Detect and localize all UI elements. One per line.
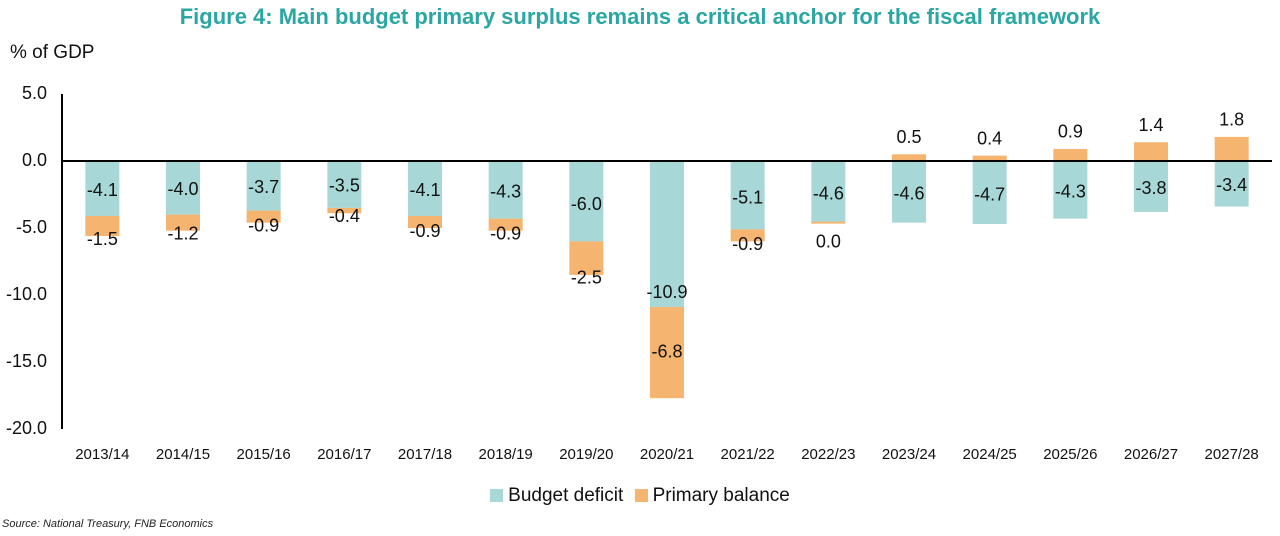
legend-swatch-primary-balance: [634, 489, 648, 502]
legend-item-primary-balance: Primary balance: [634, 485, 790, 507]
data-label-primary-balance: -0.4: [329, 206, 360, 226]
data-label-primary-balance: -2.5: [571, 268, 602, 288]
data-label-budget-deficit: -5.1: [732, 187, 763, 207]
x-tick-label: 2027/28: [1205, 446, 1259, 463]
bar-budget-deficit: [650, 161, 684, 308]
y-tick-label: -10.0: [6, 284, 47, 304]
data-label-primary-balance: -0.9: [732, 234, 763, 254]
data-label-primary-balance: -1.5: [87, 229, 118, 249]
x-tick-label: 2022/23: [801, 446, 855, 463]
bar-primary-balance: [972, 155, 1007, 161]
data-label-primary-balance: -1.2: [167, 223, 198, 243]
data-label-primary-balance: 0.5: [896, 127, 921, 147]
x-tick-label: 2020/21: [640, 446, 694, 463]
bar-primary-balance: [730, 229, 765, 242]
data-label-budget-deficit: -3.8: [1135, 178, 1166, 198]
data-label-budget-deficit: -4.3: [1055, 181, 1086, 201]
x-tick-label: 2023/24: [882, 446, 936, 463]
legend-swatch-budget-deficit: [490, 489, 504, 502]
legend-label-budget-deficit: Budget deficit: [508, 485, 624, 506]
data-label-primary-balance: -0.9: [409, 221, 440, 241]
bar-primary-balance: [246, 210, 281, 223]
bar-budget-deficit: [408, 161, 442, 216]
y-axis-unit-label: % of GDP: [10, 42, 95, 63]
bar-budget-deficit: [1053, 161, 1088, 219]
x-tick-label: 2018/19: [479, 446, 533, 463]
bar-primary-balance: [650, 307, 684, 399]
bar-budget-deficit: [85, 161, 120, 216]
bar-budget-deficit: [811, 161, 846, 223]
data-label-primary-balance: 1.8: [1219, 110, 1244, 130]
bar-primary-balance: [1134, 142, 1168, 161]
y-tick-label: -5.0: [16, 217, 47, 237]
x-tick-label: 2014/15: [156, 446, 210, 463]
x-tick-label: 2019/20: [559, 446, 613, 463]
legend-label-primary-balance: Primary balance: [652, 485, 790, 506]
data-label-budget-deficit: -4.3: [490, 181, 521, 201]
bar-budget-deficit: [246, 161, 281, 211]
data-label-budget-deficit: -4.0: [167, 179, 198, 199]
data-label-budget-deficit: -6.0: [571, 194, 602, 214]
legend-item-budget-deficit: Budget deficit: [490, 485, 623, 507]
legend: Budget deficit Primary balance: [0, 485, 1280, 507]
y-tick-label: 5.0: [22, 83, 47, 103]
x-tick-label: 2015/16: [237, 446, 291, 463]
data-label-primary-balance: 0.0: [816, 231, 841, 251]
data-label-budget-deficit: -3.5: [329, 176, 360, 196]
data-label-primary-balance: 0.4: [977, 128, 1002, 148]
x-tick-label: 2017/18: [398, 446, 452, 463]
data-label-budget-deficit: -4.7: [974, 184, 1005, 204]
bar-primary-balance: [408, 215, 442, 228]
x-tick-label: 2021/22: [721, 446, 775, 463]
bar-budget-deficit: [730, 161, 765, 230]
bar-budget-deficit: [972, 161, 1007, 224]
bar-budget-deficit: [1214, 161, 1249, 207]
y-tick-label: -15.0: [6, 351, 47, 371]
x-tick-label: 2013/14: [75, 446, 129, 463]
y-tick-label: -20.0: [6, 418, 47, 438]
bar-budget-deficit: [1134, 161, 1168, 212]
x-tick-label: 2026/27: [1124, 446, 1178, 463]
chart-canvas: 5.0 0.0 -5.0 -10.0 -15.0 -20.0 -4.1 -1.5 2013/14…: [6, 83, 1272, 463]
y-tick-label: 0.0: [22, 150, 47, 170]
data-label-budget-deficit: -4.1: [409, 180, 440, 200]
data-label-budget-deficit: -4.6: [813, 184, 844, 204]
bar-primary-balance: [892, 154, 926, 161]
data-label-budget-deficit: -3.4: [1216, 175, 1247, 195]
bar-primary-balance: [327, 207, 362, 214]
data-label-budget-deficit: -3.7: [248, 177, 279, 197]
bar-budget-deficit: [166, 161, 200, 215]
x-tick-label: 2016/17: [317, 446, 371, 463]
bar-primary-balance: [569, 241, 604, 275]
data-label-primary-balance: -0.9: [490, 223, 521, 243]
bar-primary-balance: [488, 218, 523, 231]
x-tick-label: 2024/25: [963, 446, 1017, 463]
data-label-primary-balance: 1.4: [1138, 115, 1163, 135]
data-label-budget-deficit: -4.6: [893, 184, 924, 204]
data-label-budget-deficit: -4.1: [87, 180, 118, 200]
data-label-primary-balance: -0.9: [248, 215, 279, 235]
chart-title: Figure 4: Main budget primary surplus re…: [179, 4, 1101, 29]
bar-primary-balance: [811, 221, 846, 224]
bar-budget-deficit: [892, 161, 926, 223]
data-label-primary-balance: -6.8: [651, 341, 682, 361]
source-note: Source: National Treasury, FNB Economics: [2, 518, 214, 530]
bar-primary-balance: [166, 214, 200, 231]
bar-primary-balance: [1053, 148, 1088, 161]
x-tick-label: 2025/26: [1043, 446, 1097, 463]
bar-primary-balance: [1214, 136, 1249, 161]
bar-primary-balance: [85, 215, 120, 237]
bar-budget-deficit: [327, 161, 362, 208]
bar-budget-deficit: [488, 161, 523, 219]
data-label-primary-balance: 0.9: [1058, 122, 1083, 142]
data-label-budget-deficit: -10.9: [646, 282, 687, 302]
bar-budget-deficit: [569, 161, 604, 242]
